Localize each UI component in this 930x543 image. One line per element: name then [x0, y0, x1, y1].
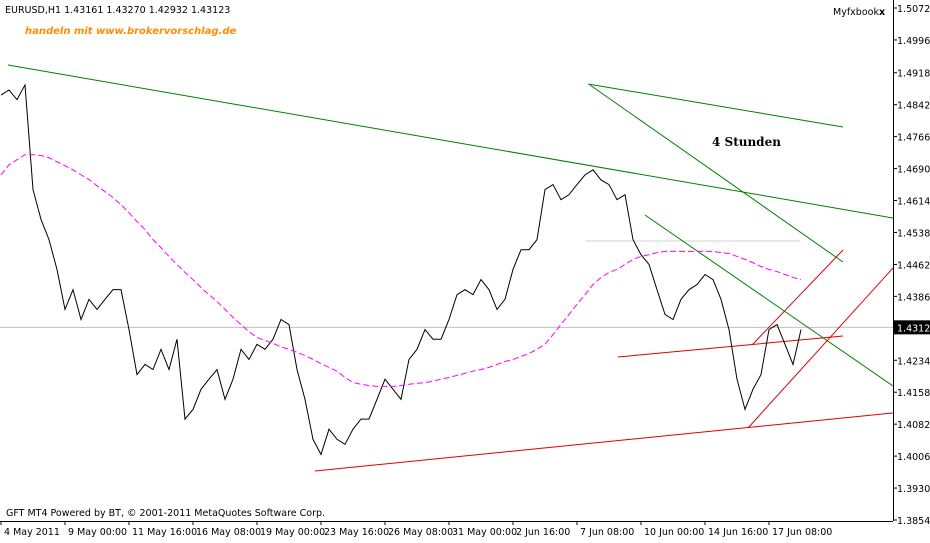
y-tick-label: 1.43860 [897, 292, 930, 303]
y-tick-label: 1.40820 [897, 420, 930, 431]
x-tick-label: 14 Jun 16:00 [708, 527, 768, 538]
trendlines [7, 64, 894, 472]
y-tick-label: 1.50720 [897, 4, 930, 15]
y-tick-label: 1.38540 [897, 516, 930, 527]
x-tick-label: 31 May 00:00 [452, 527, 517, 538]
current-price-box [894, 320, 930, 335]
y-tick-label: 1.45380 [897, 228, 930, 239]
x-tick-label: 2 Jun 16:00 [516, 527, 570, 538]
close-button[interactable]: x [879, 7, 885, 18]
x-tick-label: 16 May 08:00 [196, 527, 261, 538]
trendline [7, 64, 894, 219]
current-price: 1.43123 [897, 323, 930, 334]
x-tick-label: 17 Jun 08:00 [772, 527, 832, 538]
y-tick-label: 1.49960 [897, 36, 930, 47]
x-tick-label: 4 May 2011 [4, 527, 60, 538]
moving-average [0, 154, 802, 387]
x-tick-label: 7 Jun 08:00 [580, 527, 634, 538]
y-tick-label: 1.49180 [897, 69, 930, 80]
y-tick-label: 1.41580 [897, 388, 930, 399]
footer: GFT MT4 Powered by BT, © 2001-2011 MetaQ… [6, 508, 325, 519]
x-tick-label: 9 May 00:00 [68, 527, 127, 538]
y-tick-label: 1.40060 [897, 452, 930, 463]
trendline [587, 83, 844, 128]
trendline [751, 249, 844, 346]
trendline [644, 214, 894, 387]
x-tick-label: 23 May 16:00 [324, 527, 389, 538]
price-line [0, 83, 802, 456]
banner: handeln mit www.brokervorschlag.de [25, 26, 237, 37]
trendline [589, 84, 844, 263]
y-tick-label: 1.46140 [897, 197, 930, 208]
trendline [747, 267, 894, 429]
trendline [314, 412, 894, 472]
x-tick-label: 19 May 00:00 [260, 527, 325, 538]
x-tick-label: 10 Jun 00:00 [644, 527, 704, 538]
y-tick-label: 1.42340 [897, 356, 930, 367]
annotation: 4 Stunden [712, 135, 781, 149]
x-tick-label: 11 May 16:00 [132, 527, 197, 538]
symbol-header: EURUSD,H1 1.43161 1.43270 1.42932 1.4312… [5, 5, 230, 16]
brand: Myfxbook [833, 7, 879, 18]
x-tick-label: 26 May 08:00 [388, 527, 453, 538]
y-tick-label: 1.48420 [897, 101, 930, 112]
y-tick-label: 1.39300 [897, 484, 930, 495]
y-tick-label: 1.46900 [897, 165, 930, 176]
y-tick-label: 1.47660 [897, 133, 930, 144]
trendline [617, 335, 844, 358]
y-tick-label: 1.44620 [897, 260, 930, 271]
